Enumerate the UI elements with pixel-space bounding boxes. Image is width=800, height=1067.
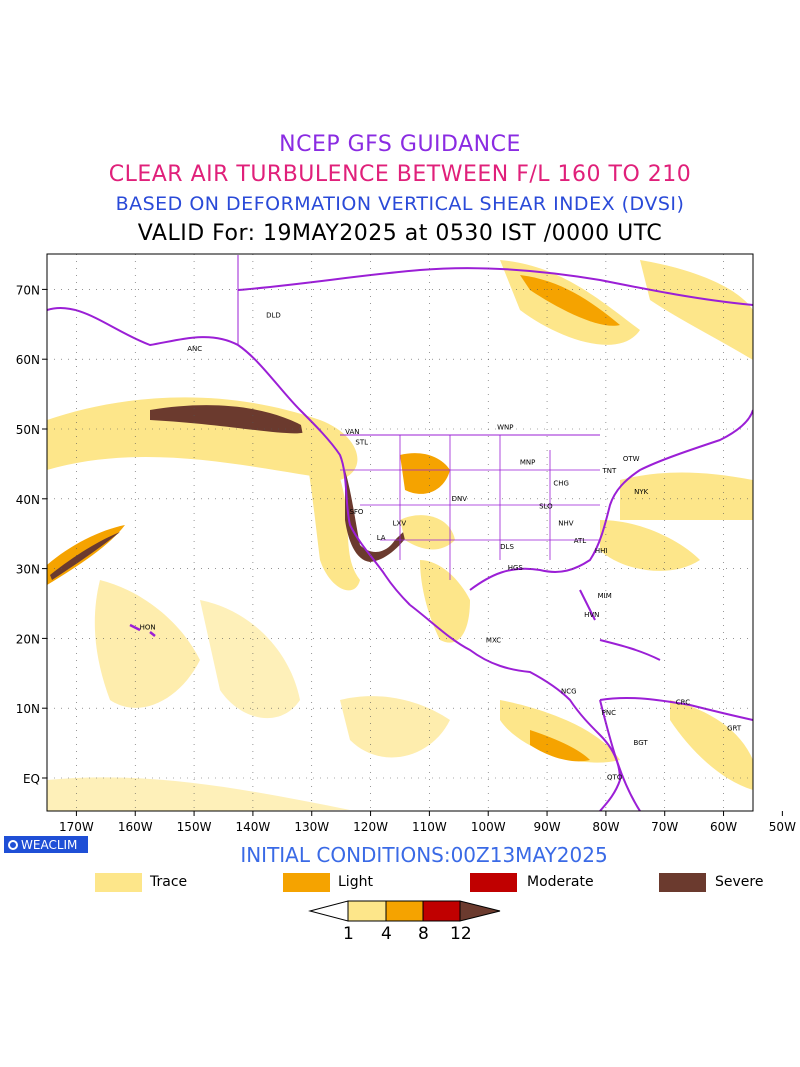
lat-label: 20N bbox=[16, 632, 40, 646]
colorbar-right-arrow bbox=[459, 900, 501, 922]
lon-label: 170W bbox=[59, 820, 94, 834]
colorbar-segment-2 bbox=[385, 900, 424, 922]
lon-label: 80W bbox=[592, 820, 619, 834]
lat-lon-grid bbox=[47, 254, 753, 811]
station-label-chg: CHG bbox=[553, 480, 569, 488]
station-label-nyk: NYK bbox=[634, 488, 649, 496]
station-label-anc: ANC bbox=[187, 345, 202, 353]
station-label-nhv: NHV bbox=[558, 519, 574, 527]
title-valid-time: VALID For: 19MAY2025 at 0530 IST /0000 U… bbox=[137, 221, 663, 246]
turbulence-map: ANC DLD VAN STL WNP MNP CHG TNT OTW NYK DNV SLO LXV S… bbox=[16, 253, 796, 834]
colorbar-segment-1 bbox=[347, 900, 387, 922]
logo-circle-icon bbox=[8, 839, 18, 850]
colorbar-tick: 8 bbox=[418, 924, 429, 944]
turbulence-shading bbox=[47, 260, 753, 811]
lon-label: 110W bbox=[412, 820, 447, 834]
legend-label-moderate: Moderate bbox=[527, 874, 594, 890]
initial-conditions: INITIAL CONDITIONS:00Z13MAY2025 bbox=[240, 843, 608, 867]
station-label-atl: ATL bbox=[574, 537, 587, 545]
weaclim-logo: WEACLIM bbox=[4, 836, 88, 853]
station-label-sfo: SFO bbox=[349, 508, 363, 516]
lat-label: EQ bbox=[23, 772, 40, 786]
legend-swatch-severe bbox=[659, 873, 706, 892]
lat-label: 50N bbox=[16, 423, 40, 437]
station-label-tnt: TNT bbox=[602, 467, 618, 475]
lat-label: 10N bbox=[16, 702, 40, 716]
station-label-bgt: BGT bbox=[634, 739, 649, 747]
state-borders bbox=[340, 435, 600, 580]
lon-label: 150W bbox=[177, 820, 212, 834]
logo-text: WEACLIM bbox=[21, 837, 78, 852]
station-label-dld: DLD bbox=[266, 311, 281, 319]
station-label-qto: QTO bbox=[607, 773, 623, 781]
station-labels: ANC DLD VAN STL WNP MNP CHG TNT OTW NYK DNV SLO LXV S… bbox=[140, 311, 742, 781]
title-parameter: CLEAR AIR TURBULENCE BETWEEN F/L 160 TO … bbox=[108, 162, 692, 187]
station-label-lxv: LXV bbox=[393, 519, 407, 527]
station-label-la: LA bbox=[377, 534, 386, 542]
station-label-van: VAN bbox=[345, 428, 359, 436]
lon-label: 70W bbox=[651, 820, 678, 834]
lat-label: 40N bbox=[16, 493, 40, 507]
map-frame bbox=[46, 253, 754, 812]
colorbar-left-arrow bbox=[308, 900, 349, 922]
coastlines bbox=[47, 255, 753, 811]
legend-swatch-trace bbox=[95, 873, 142, 892]
station-label-hvn: HVN bbox=[584, 611, 599, 619]
legend-label-severe: Severe bbox=[715, 874, 764, 890]
lon-label: 50W bbox=[769, 820, 796, 834]
station-label-crc: CRC bbox=[676, 699, 690, 707]
latitude-labels: 70N 60N 50N 40N 30N 20N 10N EQ bbox=[16, 283, 47, 786]
colorbar-tick: 1 bbox=[343, 924, 354, 944]
station-label-dnv: DNV bbox=[452, 495, 468, 503]
lon-label: 130W bbox=[294, 820, 329, 834]
station-label-wnp: WNP bbox=[497, 424, 513, 432]
lon-label: 90W bbox=[533, 820, 560, 834]
station-label-mxc: MXC bbox=[486, 637, 501, 645]
station-label-dls: DLS bbox=[500, 543, 514, 551]
station-label-otw: OTW bbox=[623, 455, 640, 463]
title-product: NCEP GFS GUIDANCE bbox=[279, 132, 521, 157]
lat-label: 70N bbox=[16, 283, 40, 297]
station-label-ncg: NCG bbox=[561, 688, 577, 696]
station-label-slo: SLO bbox=[539, 503, 553, 511]
station-label-hgs: HGS bbox=[508, 564, 524, 572]
station-label-mim: MIM bbox=[598, 592, 612, 600]
lon-label: 100W bbox=[471, 820, 506, 834]
lat-label: 30N bbox=[16, 563, 40, 577]
longitude-labels: 170W 160W 150W 140W 130W 120W 110W 100W 90W 80W 70… bbox=[59, 811, 796, 834]
station-label-stl: STL bbox=[355, 438, 368, 446]
lon-label: 140W bbox=[236, 820, 271, 834]
title-method: BASED ON DEFORMATION VERTICAL SHEAR INDE… bbox=[115, 193, 685, 215]
lon-label: 120W bbox=[353, 820, 388, 834]
station-label-pnc: PNC bbox=[602, 709, 616, 717]
station-label-mnp: MNP bbox=[520, 459, 536, 467]
colorbar-tick: 12 bbox=[450, 924, 472, 944]
legend-swatch-light bbox=[283, 873, 330, 892]
station-label-grt: GRT bbox=[727, 725, 742, 733]
lon-label: 160W bbox=[118, 820, 153, 834]
legend-label-trace: Trace bbox=[150, 874, 188, 890]
lat-label: 60N bbox=[16, 353, 40, 367]
legend-label-light: Light bbox=[338, 874, 373, 890]
colorbar-segment-3 bbox=[422, 900, 461, 922]
station-label-hon: HON bbox=[140, 623, 156, 631]
legend-swatch-moderate bbox=[470, 873, 517, 892]
lon-label: 60W bbox=[710, 820, 737, 834]
colorbar-tick: 4 bbox=[381, 924, 392, 944]
station-label-hhi: HHI bbox=[595, 547, 608, 555]
